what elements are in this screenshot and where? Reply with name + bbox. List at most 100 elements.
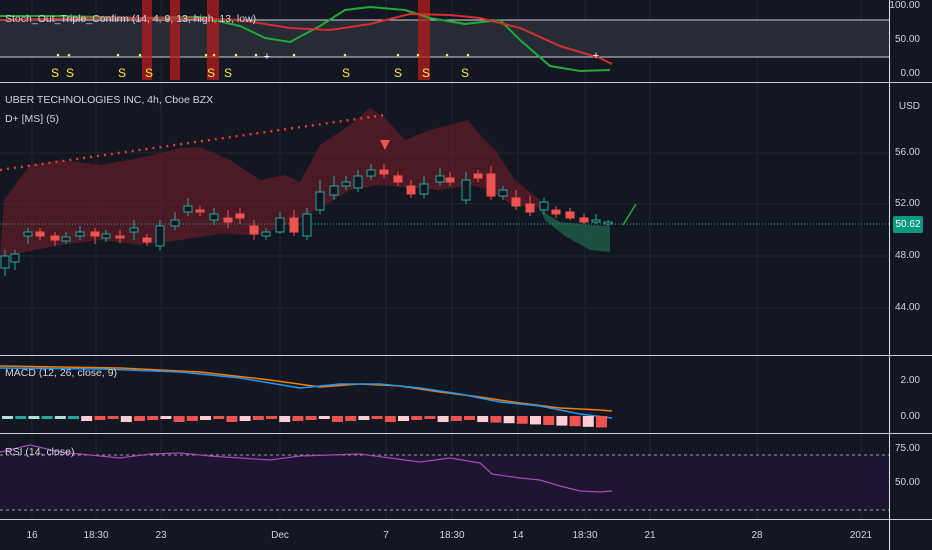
candle-body <box>579 217 589 223</box>
macd-histogram-bar <box>68 416 79 419</box>
macd-legend[interactable]: MACD (12, 26, close, 9) <box>5 367 118 379</box>
candle-body <box>379 169 389 175</box>
macd-histogram-bar <box>398 416 409 421</box>
down-arrow-marker <box>380 140 390 150</box>
candle-body <box>50 235 60 241</box>
candle-body <box>302 213 312 237</box>
macd-histogram-bar <box>252 416 264 420</box>
macd-histogram-bar <box>556 416 568 426</box>
stoch-signal-bar <box>142 0 152 80</box>
rsi-line <box>0 444 613 493</box>
projection-line <box>622 203 637 226</box>
rsi-tick-75: 75.00 <box>894 443 920 454</box>
stoch-dot <box>396 53 400 57</box>
candle-body <box>329 185 339 196</box>
candle-body <box>511 197 521 207</box>
candle-body <box>315 191 325 211</box>
candle-body <box>461 179 471 201</box>
candle-body <box>90 231 100 237</box>
candle-body <box>115 235 125 239</box>
price-axis[interactable] <box>889 0 932 550</box>
candle-body <box>75 231 85 237</box>
stoch-signal-marker: S <box>145 66 153 80</box>
candle-body <box>209 213 219 221</box>
candle-body <box>275 217 285 233</box>
candle-body <box>591 219 601 223</box>
pane-separator-rsi[interactable] <box>0 433 932 434</box>
candle-body <box>539 201 549 211</box>
candle-body <box>341 181 351 187</box>
macd-histogram-bar <box>186 416 198 421</box>
stoch-signal-marker: S <box>342 66 350 80</box>
currency-label: USD <box>898 101 920 112</box>
candle-body <box>183 205 193 213</box>
macd-histogram-bar <box>345 416 357 421</box>
macd-histogram-bar <box>160 416 172 419</box>
macd-histogram-bar <box>450 416 462 421</box>
macd-histogram-bar <box>384 416 396 422</box>
candle-body <box>129 227 139 233</box>
time-label: 14 <box>512 530 524 541</box>
candle-body <box>473 173 483 179</box>
candle-body <box>10 253 20 263</box>
pane-separator-macd[interactable] <box>0 355 932 356</box>
macd-histogram-bar <box>239 416 251 421</box>
rsi-legend[interactable]: RSI (14, close) <box>5 446 75 458</box>
stoch-cross-marker: + <box>264 51 270 63</box>
macd-histogram-bar <box>107 416 119 419</box>
time-label: 16 <box>26 530 38 541</box>
stoch-signal-bar <box>418 0 430 80</box>
time-label: 18:30 <box>572 530 598 541</box>
time-label: 2021 <box>849 530 873 541</box>
macd-histogram-bar <box>15 416 27 419</box>
stoch-dot <box>292 53 296 57</box>
candle-body <box>170 219 180 227</box>
candle-body <box>435 175 445 183</box>
macd-histogram-bar <box>81 416 93 421</box>
macd-histogram-bar <box>28 416 40 419</box>
red-cloud <box>0 108 540 258</box>
candle-body <box>393 175 403 183</box>
macd-histogram-bar <box>266 416 277 419</box>
time-label: 23 <box>155 530 167 541</box>
stoch-dot <box>445 53 449 57</box>
candle-body <box>486 173 496 197</box>
stoch-signal-marker: S <box>461 66 469 80</box>
stoch-k-line <box>0 5 611 73</box>
candle-body <box>142 237 152 243</box>
candle-body <box>551 209 561 215</box>
stoch-legend[interactable]: Stoch_Out_Triple_Confirm (14, 4, 9, 13, … <box>5 13 257 25</box>
stoch-dot <box>416 53 420 57</box>
macd-histogram-bar <box>279 416 291 422</box>
pane-separator-stoch[interactable] <box>0 82 932 83</box>
green-cloud <box>540 210 610 252</box>
price-tick-48: 48.00 <box>894 250 920 261</box>
time-label: 28 <box>751 530 763 541</box>
candle-body <box>289 217 299 233</box>
stoch-signal-marker: S <box>224 66 232 80</box>
symbol-legend[interactable]: UBER TECHNOLOGIES INC, 4h, Cboe BZX <box>5 94 214 106</box>
pane-separator-time <box>0 519 932 520</box>
stoch-tick-0: 0.00 <box>900 68 920 79</box>
macd-histogram-bar <box>582 416 594 427</box>
price-tick-56: 56.00 <box>894 147 920 158</box>
macd-histogram-bar <box>173 416 185 422</box>
macd-tick-0: 0.00 <box>900 411 920 422</box>
candle-body <box>0 255 10 269</box>
rsi-band <box>0 455 889 510</box>
macd-histogram-bar <box>543 416 555 425</box>
stoch-signal-marker: S <box>394 66 402 80</box>
price-tick-52: 52.00 <box>894 198 920 209</box>
stoch-signal-marker: S <box>207 66 215 80</box>
stoch-dot <box>138 53 142 57</box>
macd-histogram-bar <box>332 416 343 422</box>
time-label: 7 <box>383 530 389 541</box>
indicator-legend[interactable]: D+ [MS] (5) <box>5 113 59 125</box>
macd-histogram-bar <box>569 416 581 427</box>
stoch-signal-bar <box>170 0 180 80</box>
macd-histogram-bar <box>464 416 475 420</box>
stoch-d-line <box>0 12 613 65</box>
candle-body <box>249 225 259 235</box>
stoch-tick-100: 100.00 <box>889 0 920 11</box>
